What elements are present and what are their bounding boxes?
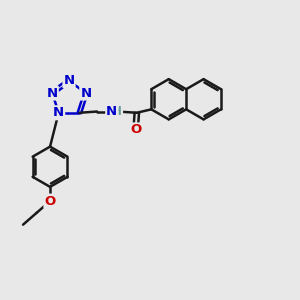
Text: N: N [64, 74, 75, 87]
Text: N: N [106, 105, 117, 118]
Text: O: O [130, 123, 141, 136]
Text: N: N [47, 86, 58, 100]
Text: O: O [44, 195, 56, 208]
Text: H: H [112, 105, 122, 118]
Text: N: N [53, 106, 64, 119]
Text: N: N [80, 86, 92, 100]
